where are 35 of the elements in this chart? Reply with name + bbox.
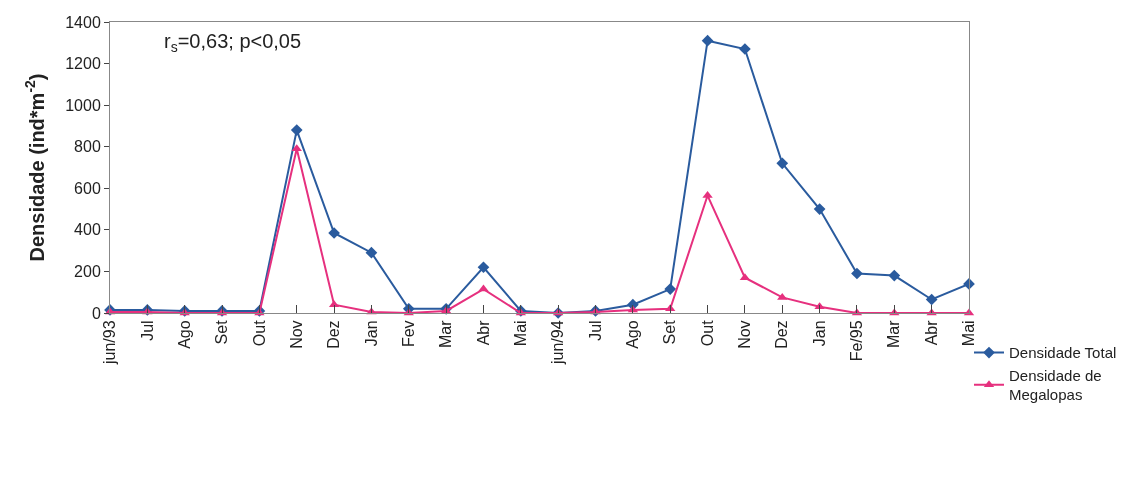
x-tick-label: Ago [624, 320, 642, 349]
x-tick-label: Out [250, 319, 268, 347]
x-tick-label: Mar [437, 319, 455, 348]
y-tick-label: 1000 [65, 96, 101, 114]
x-tick-label: Abr [922, 319, 940, 346]
y-tick-label: 400 [74, 221, 101, 239]
x-tick-label: Ago [175, 320, 193, 349]
annotation: r$_{s}$=0,63; p<0,05 [164, 30, 302, 56]
x-tick-label: Jul [586, 320, 604, 341]
x-tick-label: Nov [736, 320, 754, 349]
x-tick-label: Set [661, 319, 679, 345]
x-tick-label: Mai [960, 320, 978, 347]
y-tick-label: 600 [74, 179, 101, 197]
y-tick-label: 1400 [65, 13, 101, 31]
legend-label: Densidade de Megalopas [1009, 366, 1102, 404]
x-tick-label: Nov [287, 320, 305, 349]
y-tick-label: 0 [91, 304, 101, 322]
x-tick-label: Abr [474, 319, 492, 346]
x-tick-label: jun/93 [101, 320, 119, 365]
x-tick-label: Jul [138, 320, 156, 341]
x-tick-label: Jan [810, 320, 828, 347]
y-tick-label: 800 [74, 138, 101, 156]
x-tick-label: Fev [399, 320, 417, 348]
legend-label: Densidade Total [1009, 344, 1117, 362]
x-tick-label: Jan [362, 320, 380, 347]
y-tick-label: 200 [74, 263, 101, 281]
x-tick-label: Mar [885, 319, 903, 348]
x-tick-label: jun/94 [549, 320, 567, 365]
x-tick-label: Dez [325, 320, 343, 349]
x-tick-label: Out [698, 319, 716, 347]
x-tick-label: Mai [512, 320, 530, 347]
x-tick-label: Dez [773, 320, 791, 349]
y-tick-label: 1200 [65, 55, 101, 73]
x-tick-label: Set [213, 319, 231, 345]
x-tick-label: Fe/95 [848, 320, 866, 362]
